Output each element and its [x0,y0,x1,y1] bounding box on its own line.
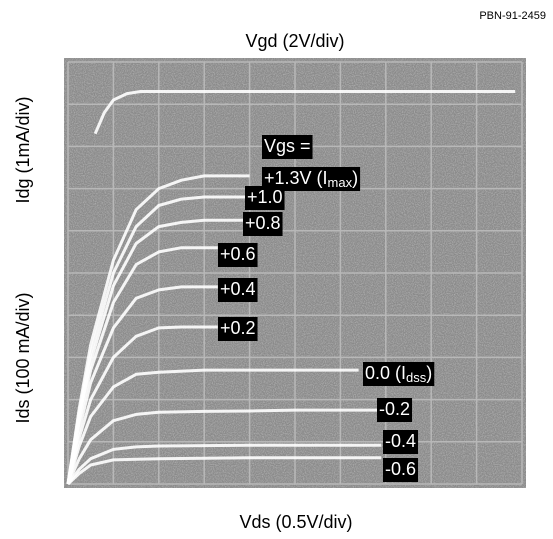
label-main: +1.3V (I [264,168,328,188]
label-main: +0.6 [220,244,256,264]
curve-label: -0.6 [383,458,418,482]
curve-label: +1.0 [245,186,285,210]
label-end: ) [426,363,432,383]
label-subscript: dss [406,370,427,385]
label-subscript: max [328,175,353,190]
curve-label: -0.2 [377,398,412,422]
y-axis-label: Ids (100 mA/div) [13,292,33,423]
label-main: 0.0 (I [365,363,406,383]
label-main: +0.8 [245,213,281,233]
x-axis-label: Vds (0.5V/div) [239,512,352,532]
curve-label: +0.6 [218,243,258,267]
curve-label: +0.8 [243,212,283,236]
curve-label-text: Vgs = [264,136,311,156]
chart: Vgs = +1.3V (Imax) +1.0 +0.8 +0.6 +0.4 +0.2 0.0… [0,0,553,539]
curve-label-text: -0.4 [385,431,416,451]
label-main: +0.2 [220,318,256,338]
curve-label: -0.4 [383,430,418,454]
label-main: +1.0 [247,187,283,207]
curve-label-text: +1.0 [247,187,283,207]
label-main: +0.4 [220,279,256,299]
curve-label: 0.0 (Idss) [363,362,434,386]
label-main: -0.6 [385,459,416,479]
curve-label-text: -0.6 [385,459,416,479]
curve-label-text: +0.2 [220,318,256,338]
curve-label: +0.2 [218,317,258,341]
curve-label-text: -0.2 [379,399,410,419]
top-axis-label: Vgd (2V/div) [245,31,344,51]
label-end: ) [352,168,358,188]
label-main: -0.2 [379,399,410,419]
figure-code: PBN-91-2459 [479,10,546,22]
curve-label: +0.4 [218,278,258,302]
y-axis-label: Idg (1mA/div) [13,96,33,203]
curve-label: Vgs = [262,135,313,159]
curve-label-text: +0.6 [220,244,256,264]
label-main: -0.4 [385,431,416,451]
curve-label-text: +0.4 [220,279,256,299]
curve-label-text: +0.8 [245,213,281,233]
